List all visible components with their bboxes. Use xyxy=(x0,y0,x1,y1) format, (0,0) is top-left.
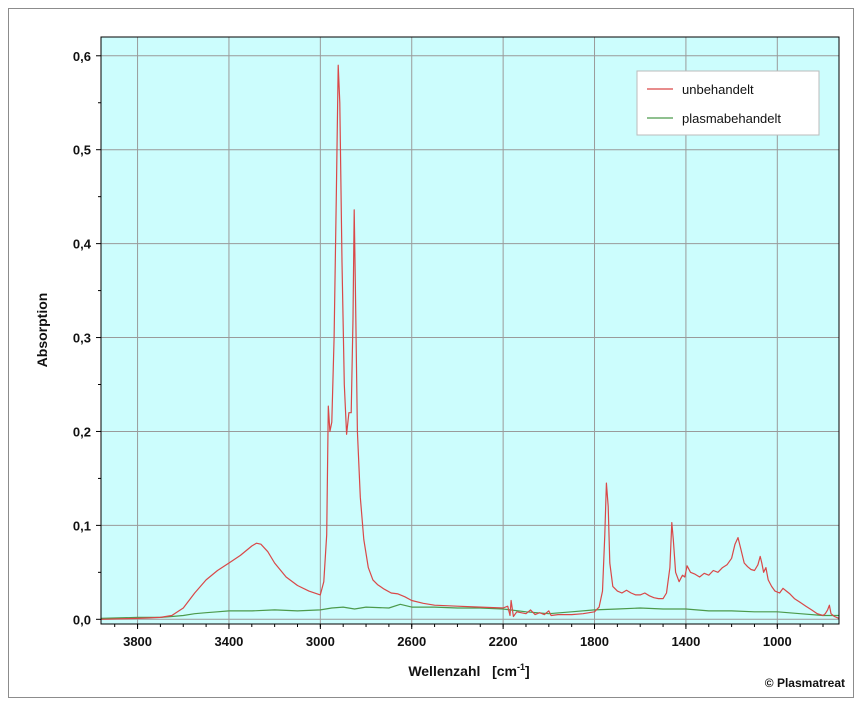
x-tick-label: 3400 xyxy=(214,634,243,649)
y-axis-title: Absorption xyxy=(34,293,50,368)
series-line-unbehandelt xyxy=(100,64,840,620)
x-axis-title: Wellenzahl [cm-1] xyxy=(408,662,529,679)
chart-frame: 3800 3400 3000 2600 2200 1800 1400 1000 0,0 0,1 0… xyxy=(8,8,854,698)
series-line-plasmabehandelt xyxy=(100,603,839,619)
x-tick-label: 2600 xyxy=(397,634,426,649)
series-layer xyxy=(100,64,840,620)
y-axis-ticks: 0,0 0,1 0,2 0,3 0,4 0,5 0,6 xyxy=(73,49,101,627)
y-tick-label: 0,6 xyxy=(73,49,91,64)
x-axis-title-close: ] xyxy=(525,663,530,679)
y-tick-label: 0,3 xyxy=(73,331,91,346)
grid-lines xyxy=(101,37,839,624)
x-axis-title-main: Wellenzahl [cm xyxy=(408,663,517,679)
x-axis-title-superscript: -1 xyxy=(517,662,525,672)
x-tick-label: 1000 xyxy=(763,634,792,649)
legend-box xyxy=(636,70,820,136)
x-tick-label: 3000 xyxy=(306,634,335,649)
x-tick-label: 3800 xyxy=(123,634,152,649)
y-tick-label: 0,1 xyxy=(73,518,91,533)
copyright-text: © Plasmatreat xyxy=(765,676,845,690)
x-tick-label: 2200 xyxy=(489,634,518,649)
legend-label-unbehandelt: unbehandelt xyxy=(682,82,754,97)
y-tick-label: 0,0 xyxy=(73,612,91,627)
x-tick-label: 1800 xyxy=(580,634,609,649)
legend-label-plasmabehandelt: plasmabehandelt xyxy=(682,111,781,126)
legend: unbehandelt plasmabehandelt xyxy=(636,70,820,136)
x-axis-ticks: 3800 3400 3000 2600 2200 1800 1400 1000 xyxy=(123,624,792,649)
y-tick-label: 0,4 xyxy=(73,237,92,252)
y-tick-label: 0,5 xyxy=(73,143,91,158)
absorption-chart: 3800 3400 3000 2600 2200 1800 1400 1000 0,00,10… xyxy=(34,36,845,690)
x-tick-label: 1400 xyxy=(671,634,700,649)
plot-border xyxy=(100,36,840,625)
y-tick-label: 0,2 xyxy=(73,424,91,439)
